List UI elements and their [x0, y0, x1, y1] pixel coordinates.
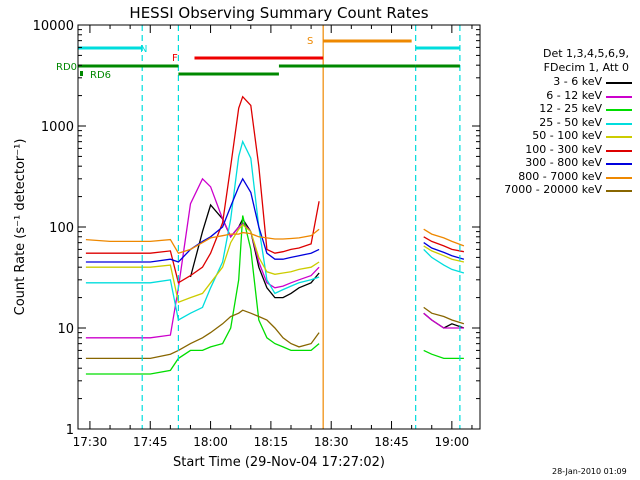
legend-swatch [606, 82, 632, 84]
x-axis-label: Start Time (29-Nov-04 17:27:02) [173, 455, 385, 470]
series-line-8-seg-1 [423, 306, 465, 325]
legend-swatch [606, 190, 632, 192]
series-line-5-seg-1 [423, 236, 465, 253]
y-tick-label-1: 10 [57, 322, 74, 337]
legend-entry-label: 6 - 12 keV [546, 88, 602, 102]
legend-entry: 3 - 6 keV [484, 75, 636, 89]
series-line-2-seg-0 [85, 215, 320, 375]
x-tick-label-3: 18:15 [254, 435, 289, 449]
y-tick-label-2: 100 [49, 221, 74, 236]
legend-entry-label: 7000 - 20000 keV [504, 183, 602, 196]
status-label-f: F [172, 53, 178, 64]
legend-swatch [606, 109, 632, 111]
series-line-1-seg-1 [423, 312, 464, 329]
legend-swatch [606, 136, 632, 138]
series-line-0-seg-0 [189, 203, 320, 299]
legend-entry: 6 - 12 keV [484, 89, 636, 103]
x-tick-label-5: 18:45 [374, 435, 409, 449]
status-label-rd0: RD0 [56, 62, 77, 73]
legend-header-line-2: FDecim 1, Att 0 [543, 61, 629, 74]
legend-swatch [606, 149, 632, 152]
series-line-3-seg-0 [85, 139, 320, 322]
series-line-8-seg-0 [85, 309, 320, 360]
x-tick-label-1: 17:45 [133, 435, 168, 449]
legend-entry: 7000 - 20000 keV [484, 183, 636, 197]
series-line-6-seg-1 [423, 242, 465, 260]
series-line-5-seg-0 [85, 95, 320, 284]
legend-entry-label: 100 - 300 keV [525, 142, 602, 156]
x-tick-label-6: 19:00 [435, 435, 470, 449]
series-line-6-seg-0 [85, 177, 320, 263]
y-tick-label-0: 1 [66, 423, 74, 438]
legend-swatch [606, 163, 632, 165]
series-line-7-seg-0 [85, 228, 320, 254]
legend-entry: 12 - 25 keV [484, 102, 636, 116]
legend-swatch [606, 176, 632, 179]
legend-entry-label: 12 - 25 keV [539, 102, 602, 115]
status-label-s: S [307, 36, 313, 47]
legend-header-line-1: Det 1,3,4,5,6,9, [542, 47, 629, 60]
legend-entry-label: 25 - 50 keV [539, 115, 602, 129]
chart-title: HESSI Observing Summary Count Rates [129, 4, 428, 22]
series-line-7-seg-1 [423, 228, 465, 247]
y-tick-label-3: 1000 [41, 120, 74, 135]
status-label-n: N [140, 44, 147, 55]
x-tick-label-0: 17:30 [73, 435, 108, 449]
series-line-1-seg-0 [85, 177, 320, 339]
legend-entry: 100 - 300 keV [484, 143, 636, 157]
y-axis-label: Count Rate (s⁻¹ detector⁻¹) [13, 139, 28, 316]
series-line-0-seg-1 [423, 312, 465, 329]
legend-entry: 300 - 800 keV [484, 156, 636, 170]
legend-entry-label: 50 - 100 keV [532, 129, 602, 142]
plot-frame [77, 24, 481, 430]
rd6-marker [80, 71, 83, 76]
legend: Det 1,3,4,5,6,9, FDecim 1, Att 0 3 - 6 k… [484, 47, 636, 197]
legend-swatch [606, 122, 632, 125]
status-label-rd6: RD6 [90, 70, 111, 81]
legend-entry-label: 300 - 800 keV [525, 156, 602, 169]
legend-entry: 50 - 100 keV [484, 129, 636, 143]
legend-entry-label: 800 - 7000 keV [518, 169, 602, 183]
x-tick-label-4: 18:30 [314, 435, 349, 449]
legend-entry: 25 - 50 keV [484, 116, 636, 130]
legend-entry-label: 3 - 6 keV [553, 75, 602, 88]
series-line-4-seg-1 [423, 245, 465, 263]
y-tick-label-4: 10000 [33, 19, 74, 34]
series-line-3-seg-1 [423, 248, 465, 274]
series-line-2-seg-1 [423, 349, 464, 360]
series-line-4-seg-0 [85, 224, 320, 304]
x-tick-label-2: 18:00 [193, 435, 228, 449]
legend-entry: 800 - 7000 keV [484, 170, 636, 184]
footer-timestamp: 28-Jan-2010 01:09 [552, 467, 627, 476]
legend-swatch [606, 95, 632, 98]
